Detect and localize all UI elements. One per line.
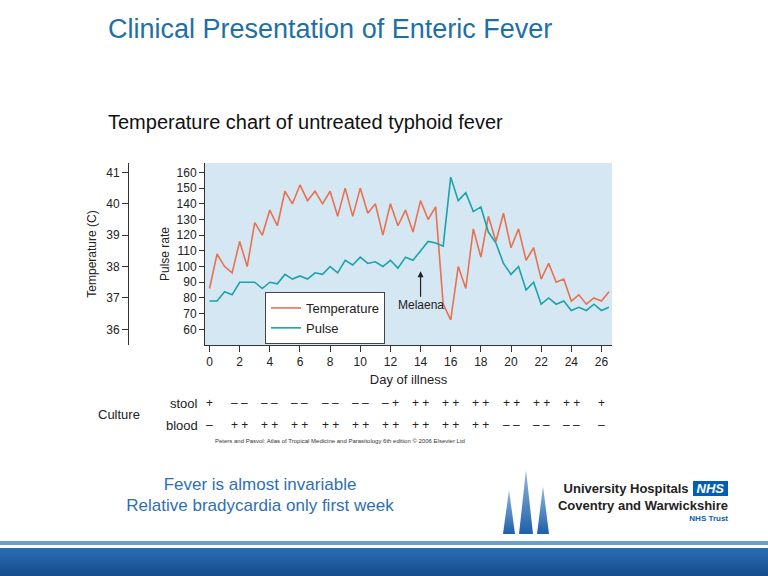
svg-text:stool: stool xyxy=(170,396,198,411)
svg-text:– +: – + xyxy=(382,396,399,410)
svg-text:Peters and Pasvol: Atlas of Tr: Peters and Pasvol: Atlas of Tropical Med… xyxy=(215,438,465,444)
svg-text:18: 18 xyxy=(474,355,488,369)
svg-text:– –: – – xyxy=(533,418,550,432)
svg-text:0: 0 xyxy=(206,355,213,369)
svg-text:+ +: + + xyxy=(563,396,580,410)
svg-text:+ +: + + xyxy=(412,396,429,410)
svg-text:+ +: + + xyxy=(231,418,248,432)
svg-text:Temperature (C): Temperature (C) xyxy=(85,210,99,297)
svg-text:80: 80 xyxy=(183,291,197,305)
svg-text:– –: – – xyxy=(322,396,339,410)
svg-text:Pulse: Pulse xyxy=(306,321,339,336)
svg-text:20: 20 xyxy=(504,355,518,369)
svg-text:4: 4 xyxy=(266,355,273,369)
svg-text:150: 150 xyxy=(177,181,197,195)
svg-text:+ +: + + xyxy=(352,418,369,432)
svg-text:– –: – – xyxy=(291,396,308,410)
svg-text:160: 160 xyxy=(177,166,197,180)
svg-text:40: 40 xyxy=(106,197,120,211)
svg-text:39: 39 xyxy=(106,228,120,242)
svg-text:120: 120 xyxy=(177,228,197,242)
svg-text:–: – xyxy=(598,418,605,432)
svg-text:+ +: + + xyxy=(382,418,399,432)
html-text:Coventry and Warwickshire: Coventry and Warwickshire xyxy=(558,498,728,513)
svg-text:36: 36 xyxy=(106,323,120,337)
svg-text:– –: – – xyxy=(503,418,520,432)
svg-text:12: 12 xyxy=(384,355,398,369)
svg-text:130: 130 xyxy=(177,213,197,227)
svg-text:8: 8 xyxy=(327,355,334,369)
svg-text:+ +: + + xyxy=(472,418,489,432)
svg-text:6: 6 xyxy=(297,355,304,369)
svg-text:+ +: + + xyxy=(261,418,278,432)
svg-text:16: 16 xyxy=(444,355,458,369)
svg-text:+ +: + + xyxy=(533,396,550,410)
svg-text:38: 38 xyxy=(106,260,120,274)
svg-text:+ +: + + xyxy=(503,396,520,410)
svg-text:10: 10 xyxy=(354,355,368,369)
svg-text:Temperature: Temperature xyxy=(306,301,379,316)
svg-text:– –: – – xyxy=(261,396,278,410)
svg-text:+ +: + + xyxy=(442,418,459,432)
svg-text:100: 100 xyxy=(177,260,197,274)
svg-text:blood: blood xyxy=(166,418,198,433)
svg-text:90: 90 xyxy=(183,275,197,289)
svg-text:37: 37 xyxy=(106,291,120,305)
svg-text:– –: – – xyxy=(352,396,369,410)
svg-text:– –: – – xyxy=(231,396,248,410)
html-text:Clinical Presentation of Enter: Clinical Presentation of Enteric Fever xyxy=(108,14,553,44)
svg-text:Melaena: Melaena xyxy=(398,298,444,312)
svg-text:Culture: Culture xyxy=(98,407,140,422)
html-text:Fever is almost invariable: Fever is almost invariable xyxy=(163,475,357,494)
svg-text:24: 24 xyxy=(565,355,579,369)
svg-text:+: + xyxy=(206,396,213,410)
svg-text:Day of illness: Day of illness xyxy=(370,372,448,387)
html-text:NHS: NHS xyxy=(696,481,724,496)
svg-text:+ +: + + xyxy=(322,418,339,432)
svg-text:+: + xyxy=(598,396,605,410)
svg-text:– –: – – xyxy=(563,418,580,432)
svg-text:140: 140 xyxy=(177,197,197,211)
html-text:Relative bradycardia only firs: Relative bradycardia only first week xyxy=(126,496,394,515)
svg-text:+ +: + + xyxy=(412,418,429,432)
html-text:University Hospitals: University Hospitals xyxy=(563,481,689,496)
svg-text:110: 110 xyxy=(177,244,196,258)
svg-text:–: – xyxy=(206,418,213,432)
svg-text:22: 22 xyxy=(534,355,548,369)
svg-text:Temperature chart of untreated: Temperature chart of untreated typhoid f… xyxy=(108,111,503,133)
svg-text:70: 70 xyxy=(183,307,197,321)
svg-text:Pulse rate: Pulse rate xyxy=(158,227,172,281)
svg-text:+ +: + + xyxy=(442,396,459,410)
svg-text:14: 14 xyxy=(414,355,428,369)
svg-text:+ +: + + xyxy=(291,418,308,432)
svg-text:+ +: + + xyxy=(472,396,489,410)
svg-text:60: 60 xyxy=(183,323,197,337)
svg-text:2: 2 xyxy=(236,355,243,369)
svg-text:41: 41 xyxy=(106,166,120,180)
html-text:NHS Trust: NHS Trust xyxy=(689,514,728,523)
svg-text:26: 26 xyxy=(595,355,609,369)
